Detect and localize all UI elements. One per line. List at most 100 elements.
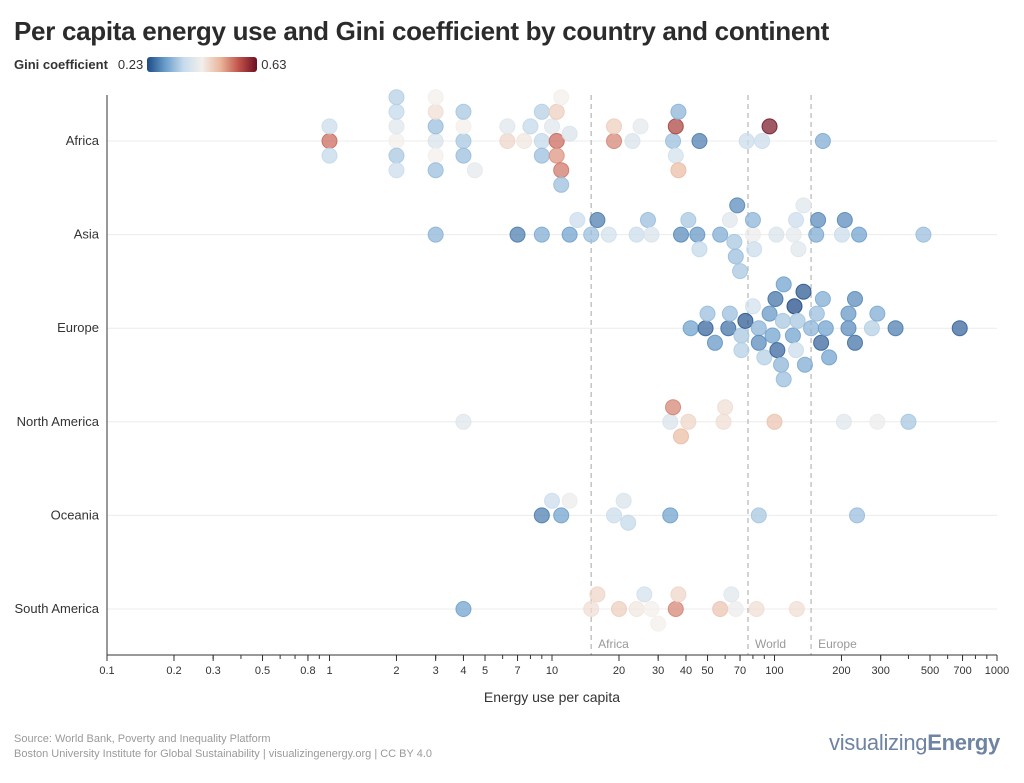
data-point — [643, 226, 660, 243]
brand-bold: Energy — [927, 730, 1000, 755]
data-point — [737, 312, 754, 329]
data-point — [810, 212, 827, 228]
data-point — [509, 226, 526, 243]
x-tick-label: 30 — [652, 665, 664, 677]
data-point — [533, 133, 550, 149]
data-point — [427, 89, 444, 106]
reference-label: Africa — [598, 637, 629, 651]
data-point — [522, 118, 539, 135]
x-tick-label: 0.1 — [99, 665, 114, 677]
x-axis-label: Energy use per capita — [484, 689, 620, 705]
data-point — [533, 103, 550, 120]
data-point — [717, 399, 734, 416]
x-tick-label: 4 — [460, 665, 466, 677]
data-point — [569, 212, 586, 228]
data-point — [667, 118, 684, 135]
data-point — [774, 312, 791, 329]
data-point — [455, 118, 472, 135]
x-tick-label: 0.8 — [300, 665, 315, 677]
source-note: Source: World Bank, Poverty and Inequali… — [14, 733, 271, 745]
data-point — [673, 226, 690, 243]
data-point — [727, 601, 744, 617]
data-point — [761, 118, 778, 135]
data-point — [720, 320, 737, 337]
x-tick-label: 3 — [433, 665, 439, 677]
x-tick-label: 700 — [953, 665, 971, 677]
data-point — [388, 89, 405, 106]
reference-label: World — [755, 637, 786, 651]
data-point — [636, 586, 653, 603]
data-point — [775, 371, 792, 388]
data-point — [691, 241, 708, 258]
data-point — [553, 176, 570, 193]
data-point — [723, 586, 740, 603]
data-point — [455, 133, 472, 149]
data-point — [670, 162, 687, 179]
brand-light: visualizing — [829, 730, 928, 755]
data-point — [915, 226, 932, 243]
data-point — [744, 226, 761, 243]
data-point — [750, 507, 767, 524]
data-point — [643, 601, 660, 617]
data-point — [849, 507, 866, 524]
x-tick-label: 20 — [613, 665, 625, 677]
data-point — [750, 334, 767, 351]
x-tick-label: 40 — [680, 665, 692, 677]
data-point — [726, 233, 743, 250]
data-point — [773, 356, 790, 373]
row-label: Oceania — [51, 507, 100, 522]
x-tick-label: 50 — [701, 665, 713, 677]
data-point — [388, 118, 405, 135]
data-point — [808, 226, 825, 243]
row-label: Africa — [66, 133, 100, 148]
reference-label: Europe — [818, 637, 857, 651]
data-point — [813, 334, 830, 351]
data-point — [388, 147, 405, 164]
data-point — [846, 334, 863, 351]
data-point — [533, 507, 550, 524]
data-point — [697, 320, 714, 337]
data-point — [388, 133, 405, 149]
data-point — [846, 291, 863, 307]
data-point — [721, 212, 738, 228]
data-point — [455, 413, 472, 430]
x-tick-label: 300 — [871, 665, 889, 677]
x-tick-label: 100 — [765, 665, 783, 677]
data-point — [796, 356, 813, 373]
data-point — [673, 428, 690, 445]
data-point — [733, 342, 750, 359]
data-point — [775, 276, 792, 293]
data-point — [727, 248, 744, 265]
data-point — [427, 162, 444, 179]
data-point — [561, 125, 578, 142]
data-point — [712, 226, 729, 243]
data-point — [732, 263, 749, 280]
x-tick-label: 70 — [734, 665, 746, 677]
data-point — [733, 327, 750, 344]
data-point — [738, 133, 755, 149]
x-tick-label: 0.5 — [255, 665, 270, 677]
data-point — [750, 320, 767, 337]
x-tick-label: 0.3 — [206, 665, 221, 677]
data-point — [786, 298, 803, 315]
x-tick-label: 500 — [921, 665, 939, 677]
x-tick-label: 2 — [393, 665, 399, 677]
data-point — [650, 615, 667, 632]
data-point — [785, 226, 802, 243]
data-point — [606, 133, 623, 149]
data-point — [817, 320, 834, 337]
data-point — [814, 291, 831, 307]
data-point — [814, 133, 831, 149]
data-point — [499, 133, 516, 149]
data-point — [689, 226, 706, 243]
data-point — [321, 147, 338, 164]
legend-max: 0.63 — [261, 57, 287, 72]
data-point — [706, 334, 723, 351]
data-point — [620, 514, 637, 531]
data-point — [808, 305, 825, 322]
credit-note: Boston University Institute for Global S… — [14, 748, 433, 760]
data-point — [667, 601, 684, 617]
data-point — [548, 103, 565, 120]
brand-logo: visualizingEnergy — [829, 730, 1000, 756]
